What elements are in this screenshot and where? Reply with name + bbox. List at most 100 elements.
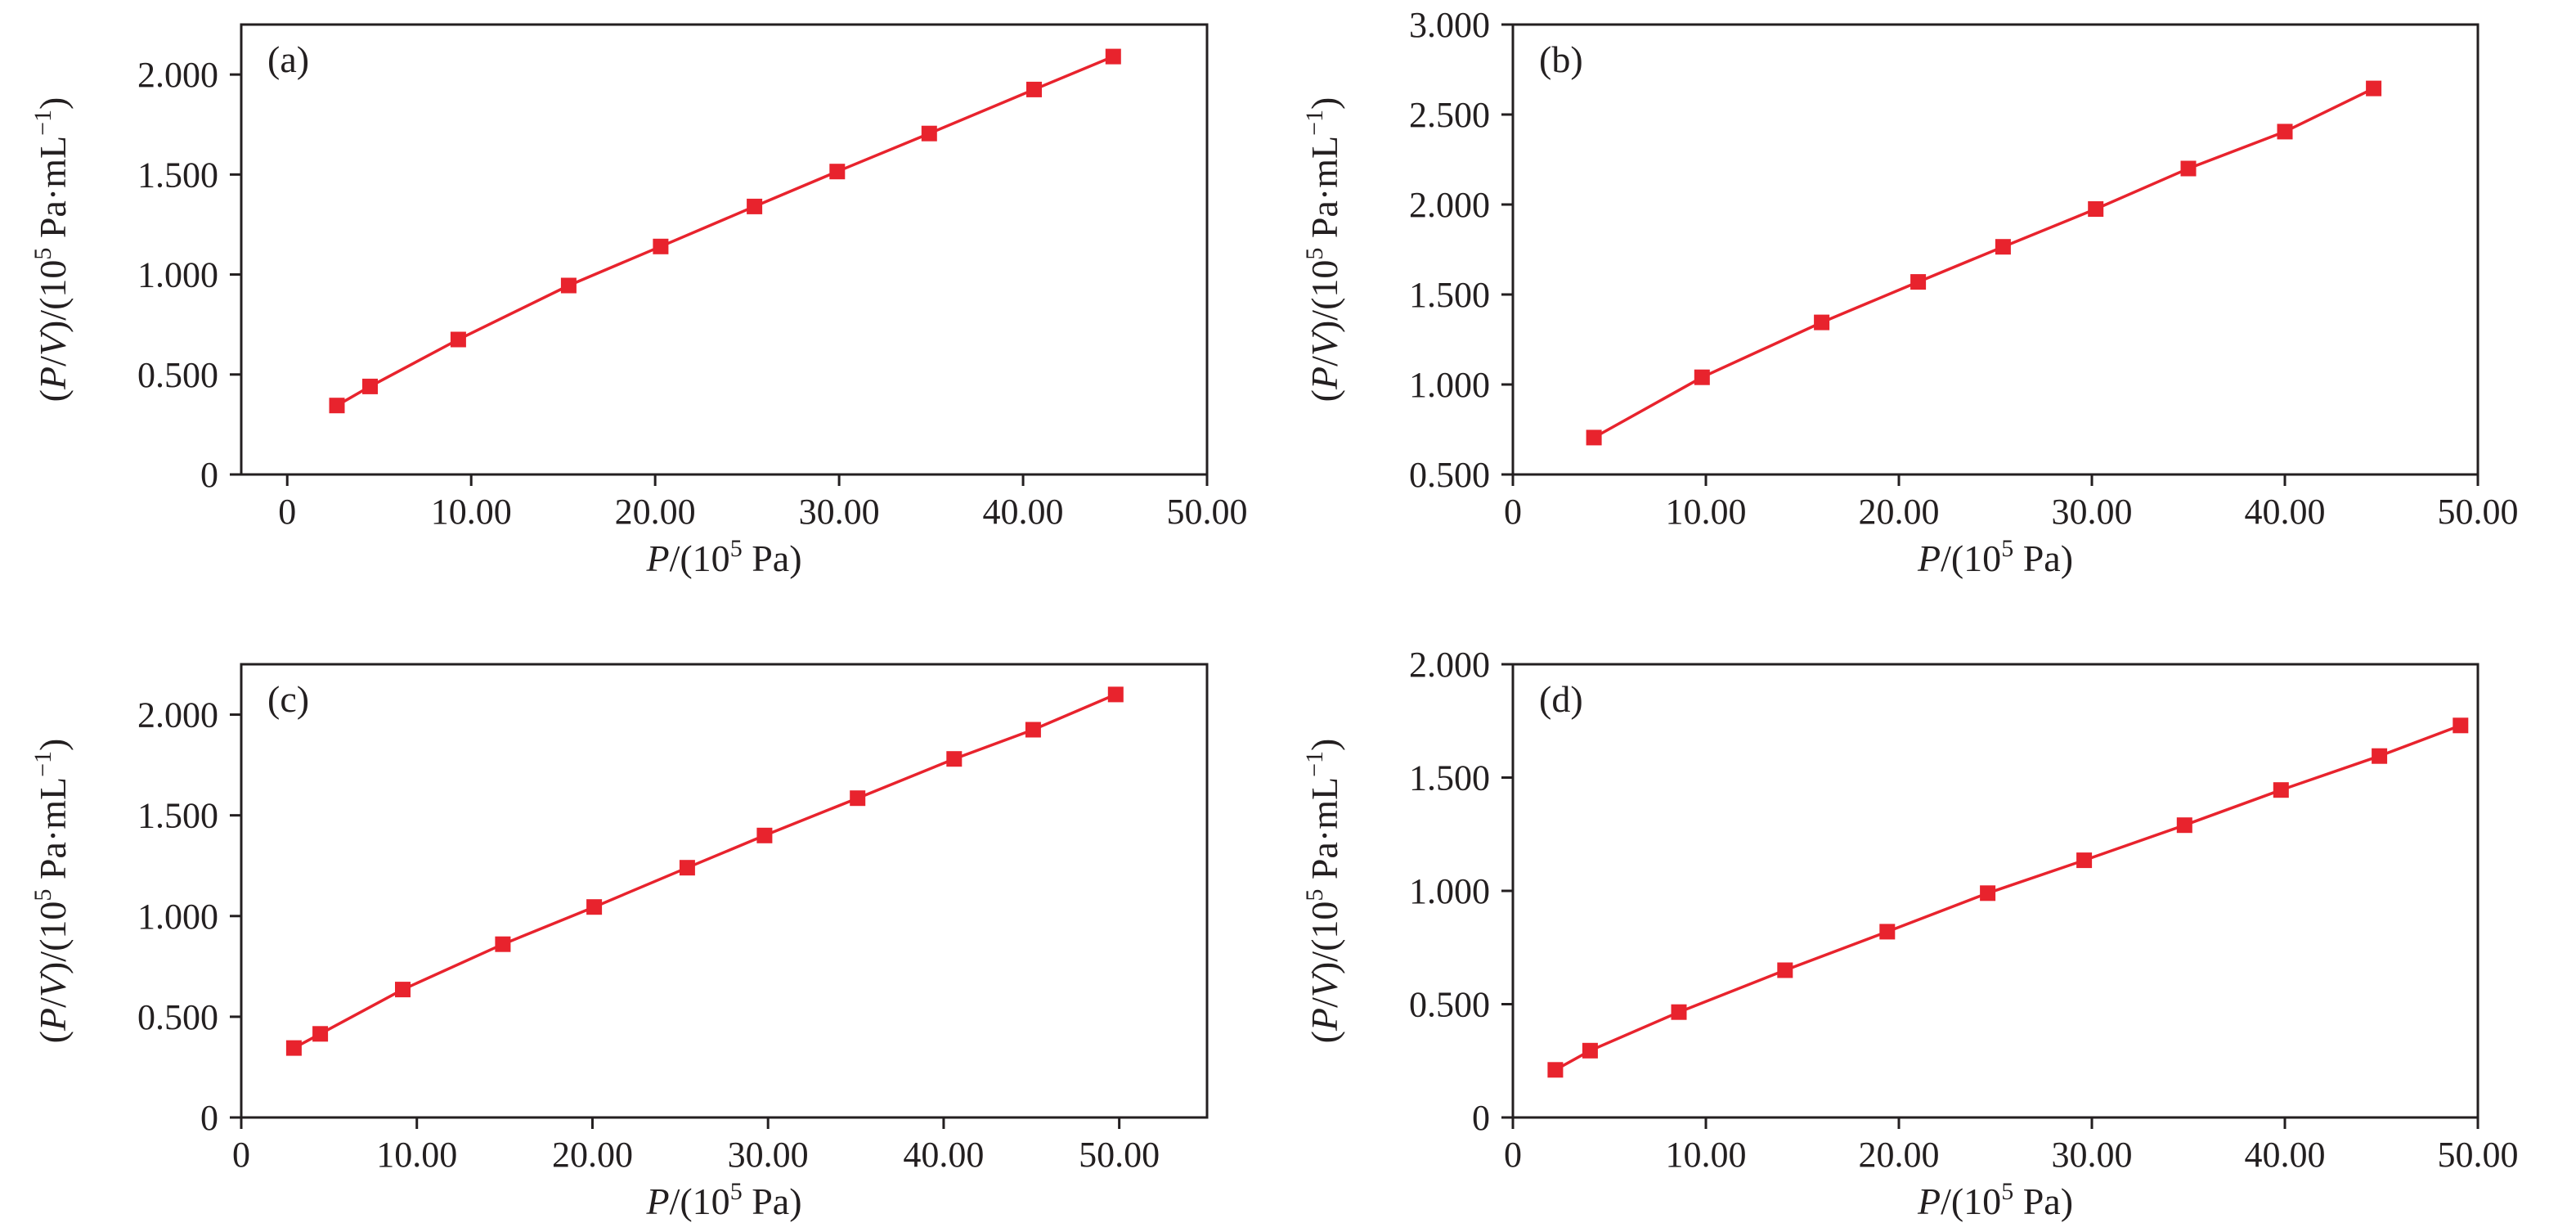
y-axis-label: (P/V)/(105 Pa·mL−1)	[1301, 97, 1345, 402]
data-point	[2273, 782, 2289, 798]
y-tick-label: 1.500	[1409, 758, 1490, 798]
y-tick-label: 1.000	[1409, 871, 1490, 911]
y-axis-label-symbol: V	[1304, 970, 1345, 997]
series-line	[293, 693, 1116, 1050]
data-point	[1910, 274, 1927, 290]
data-point	[921, 125, 937, 142]
x-axis-label-symbol: P	[645, 537, 669, 579]
data-point	[747, 198, 763, 214]
y-tick-label: 3.000	[1409, 5, 1490, 45]
y-axis-label-text: )	[32, 739, 74, 751]
y-axis-label: (P/V)/(105 Pa·mL−1)	[1301, 739, 1345, 1044]
y-tick-label: 0.500	[137, 997, 218, 1037]
data-point	[756, 827, 773, 843]
data-point	[1980, 885, 1996, 902]
x-axis-label-exponent: 5	[2001, 535, 2013, 562]
series-line	[1555, 724, 2462, 1072]
x-axis-label-symbol: P	[1917, 537, 1941, 579]
x-axis-label-exponent: 5	[2001, 1178, 2013, 1205]
panel-label: (a)	[267, 38, 309, 80]
y-axis-label-symbol: P	[32, 366, 74, 390]
y-tick-label: 1.000	[137, 255, 218, 295]
data-point	[1694, 369, 1710, 385]
y-tick-label: 1.500	[137, 796, 218, 836]
data-point	[829, 164, 846, 180]
data-point	[1995, 239, 2011, 255]
data-point	[850, 790, 866, 807]
y-axis-label-text: /	[32, 356, 74, 366]
data-point	[1025, 722, 1041, 738]
y-axis-label-exponent: −1	[1301, 110, 1328, 136]
y-tick-label: 1.000	[137, 897, 218, 937]
x-tick-label: 10.00	[1666, 1135, 1747, 1175]
x-tick-label: 40.00	[2245, 1135, 2326, 1175]
data-point	[653, 238, 669, 254]
x-tick-label: 40.00	[903, 1135, 984, 1175]
data-point	[2176, 817, 2192, 834]
data-point	[2076, 852, 2093, 869]
y-axis-label-text: (	[32, 389, 74, 402]
x-axis-label-text: /(10	[1941, 1180, 2001, 1222]
series-line	[336, 55, 1114, 407]
x-axis-label-text: /(10	[670, 1180, 730, 1222]
data-point	[560, 277, 577, 294]
data-point	[395, 982, 411, 998]
data-point	[2180, 160, 2197, 177]
chart-panel-1: 0 10.00 20.00 30.00 40.00 50.00 0 0.500 1.000 1.5…	[29, 23, 1248, 579]
data-point	[362, 378, 378, 394]
y-axis-label-unit: Pa·mL	[1304, 136, 1345, 248]
y-axis-label-symbol: P	[1304, 366, 1345, 390]
y-axis-label-symbol: V	[32, 329, 74, 356]
x-axis-label-text: /(10	[670, 537, 730, 579]
y-axis-label-symbol: V	[32, 970, 74, 997]
data-point	[329, 398, 345, 414]
y-axis-label: (P/V)/(105 Pa·mL−1)	[29, 739, 74, 1044]
x-tick-label: 40.00	[983, 492, 1064, 532]
x-tick-label: 0	[278, 492, 296, 532]
x-tick-label: 50.00	[1167, 492, 1248, 532]
data-point	[2372, 748, 2388, 764]
plot-frame	[1511, 23, 2480, 476]
chart-panel-2: 0 10.00 20.00 30.00 40.00 50.00 0.500 1.000 1.50…	[1301, 5, 2519, 579]
y-axis-label-text: )/(10	[1304, 902, 1345, 974]
x-tick-label: 30.00	[728, 1135, 809, 1175]
data-point	[2453, 717, 2469, 734]
data-point	[1026, 81, 1042, 97]
data-point	[1105, 48, 1121, 65]
panel-label: (b)	[1539, 38, 1583, 80]
x-tick-label: 20.00	[552, 1135, 633, 1175]
x-tick-label: 20.00	[615, 492, 696, 532]
y-axis-label-text: /	[32, 997, 74, 1008]
chart-panel-4: 0 10.00 20.00 30.00 40.00 50.00 0 0.500 1.000 1.5…	[1301, 645, 2519, 1222]
x-tick-label: 0	[1504, 492, 1522, 532]
data-point	[1586, 429, 1602, 446]
y-axis-label-exponent: −1	[29, 110, 56, 136]
x-tick-label: 40.00	[2245, 492, 2326, 532]
y-axis-label-exponent: 5	[1301, 248, 1328, 260]
y-axis-label-unit: Pa·mL	[1304, 777, 1345, 889]
data-point	[1107, 686, 1124, 703]
plot-frame	[240, 663, 1209, 1119]
y-tick-label: 0	[200, 455, 218, 495]
y-tick-label: 2.500	[1409, 95, 1490, 135]
x-axis-label-unit: Pa)	[2013, 1180, 2073, 1222]
data-point	[1879, 924, 1896, 940]
y-tick-label: 2.000	[1409, 185, 1490, 225]
y-tick-label: 0.500	[137, 355, 218, 395]
y-axis-label-text: /	[1304, 997, 1345, 1008]
data-point	[285, 1040, 302, 1056]
data-point	[495, 936, 511, 952]
y-axis-label-unit: Pa·mL	[32, 777, 74, 889]
x-axis-label-unit: Pa)	[2013, 537, 2073, 579]
y-tick-label: 0.500	[1409, 455, 1490, 495]
y-axis-label-text: (	[1304, 1031, 1345, 1043]
x-axis-label-symbol: P	[645, 1180, 669, 1222]
y-tick-label: 0	[1472, 1098, 1490, 1138]
data-point	[2366, 80, 2382, 97]
x-tick-label: 10.00	[431, 492, 512, 532]
y-axis-label-exponent: 5	[29, 248, 56, 260]
data-point	[1582, 1042, 1598, 1059]
data-point	[1814, 314, 1830, 330]
y-axis-label-text: )	[1304, 739, 1345, 751]
data-point	[2277, 124, 2293, 140]
